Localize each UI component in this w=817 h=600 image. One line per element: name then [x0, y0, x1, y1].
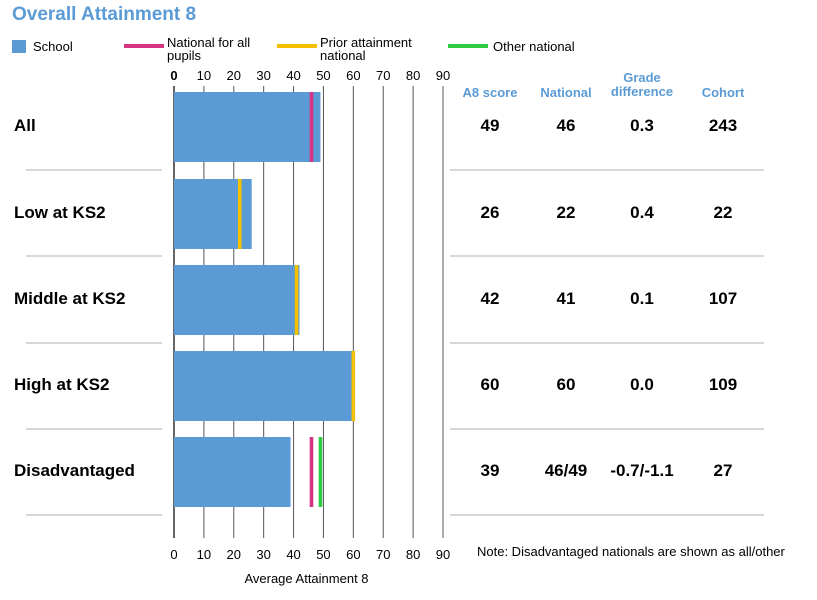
chart-title: Overall Attainment 8 — [12, 4, 197, 25]
row-label-middle: Middle at KS2 — [14, 289, 126, 308]
cell-national: 41 — [556, 289, 576, 308]
cell-cohort: 243 — [708, 116, 738, 135]
x-tick-label-bottom: 0 — [170, 547, 177, 562]
cell-cohort: 22 — [713, 203, 733, 222]
cell-national: 22 — [556, 203, 576, 222]
legend-national-label: National for all pupils — [167, 35, 251, 63]
marker-prior-attainment-national — [294, 265, 299, 335]
x-tick-label-bottom: 60 — [346, 547, 360, 562]
marker-national-for-all-pupils — [309, 92, 314, 162]
cell-grade: 0.3 — [630, 116, 654, 135]
marker-prior-attainment-national — [237, 179, 242, 249]
cell-a8: 26 — [480, 203, 500, 222]
x-tick-label-top: 60 — [346, 68, 360, 83]
row-label-high: High at KS2 — [14, 375, 110, 394]
x-tick-label-top: 50 — [316, 68, 330, 83]
x-tick-label-bottom: 20 — [227, 547, 241, 562]
cell-grade: 0.0 — [630, 375, 654, 394]
x-tick-label-top: 30 — [256, 68, 270, 83]
cell-a8: 49 — [480, 116, 500, 135]
legend-national-swatch — [124, 44, 164, 48]
x-tick-label-bottom: 90 — [436, 547, 450, 562]
x-tick-label-top: 90 — [436, 68, 450, 83]
legend-school-swatch — [12, 40, 26, 53]
row-label-low: Low at KS2 — [14, 203, 106, 222]
col-head-cohort: Cohort — [701, 85, 745, 100]
col-head-grade: Grade difference — [610, 70, 674, 99]
cell-cohort: 107 — [708, 289, 738, 308]
row-label-all: All — [14, 116, 36, 135]
col-head-a8: A8 score — [462, 85, 518, 100]
row-label-disadvantaged: Disadvantaged — [14, 461, 135, 480]
bar — [174, 351, 354, 421]
x-tick-label-bottom: 40 — [286, 547, 300, 562]
x-tick-label-bottom: 70 — [376, 547, 390, 562]
legend-other-swatch — [448, 44, 488, 48]
cell-grade: 0.1 — [630, 289, 654, 308]
legend-other-label: Other national — [493, 39, 575, 54]
bar — [174, 265, 300, 335]
col-head-national: National — [540, 85, 592, 100]
x-tick-label-top: 20 — [227, 68, 241, 83]
cell-a8: 60 — [480, 375, 500, 394]
cell-national: 46/49 — [544, 461, 588, 480]
x-tick-label-bottom: 30 — [256, 547, 270, 562]
x-tick-label-bottom: 50 — [316, 547, 330, 562]
x-tick-label-top: 70 — [376, 68, 390, 83]
x-tick-label-bottom: 10 — [197, 547, 211, 562]
x-axis-label: Average Attainment 8 — [244, 571, 369, 586]
legend-school-label: School — [33, 39, 73, 54]
cell-national: 46 — [556, 116, 576, 135]
x-tick-label-top: 10 — [197, 68, 211, 83]
cell-a8: 42 — [480, 289, 500, 308]
cell-national: 60 — [556, 375, 576, 394]
marker-national-for-all-pupils — [309, 437, 314, 507]
cell-cohort: 27 — [713, 461, 733, 480]
x-tick-label-bottom: 80 — [406, 547, 420, 562]
x-tick-label-top: 80 — [406, 68, 420, 83]
legend-prior-swatch — [277, 44, 317, 48]
cell-grade: -0.7/-1.1 — [610, 461, 674, 480]
footnote: Note: Disadvantaged nationals are shown … — [477, 544, 785, 559]
cell-grade: 0.4 — [630, 203, 654, 222]
bar — [174, 437, 291, 507]
x-tick-label-top: 0 — [170, 68, 177, 83]
cell-a8: 39 — [480, 461, 500, 480]
marker-other-national — [318, 437, 323, 507]
bar — [174, 92, 321, 162]
marker-prior-attainment-national — [351, 351, 356, 421]
x-tick-label-top: 40 — [286, 68, 300, 83]
cell-cohort: 109 — [708, 375, 738, 394]
legend-prior-label: Prior attainment national — [320, 35, 412, 63]
